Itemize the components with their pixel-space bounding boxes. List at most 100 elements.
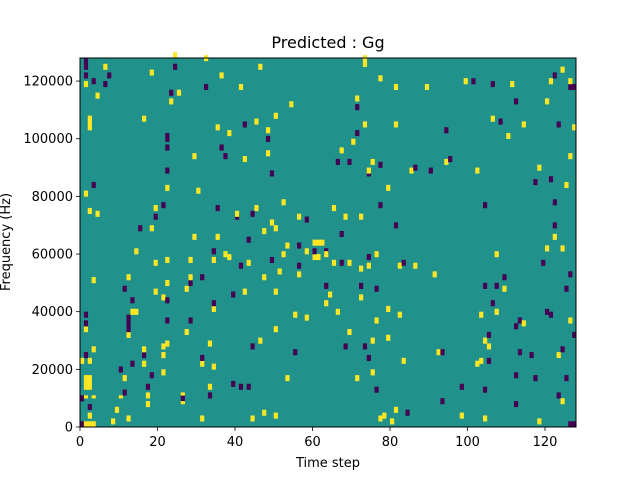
plot-frame [79,57,577,428]
heatmap-cell [370,158,375,163]
heatmap-cell [444,127,449,131]
heatmap-cell [165,256,170,261]
heatmap-cell [142,118,147,122]
heatmap-cell [568,274,573,278]
heatmap-cell [297,245,302,249]
heatmap-cell [293,349,298,353]
heatmap-cell [126,334,131,338]
heatmap-cell [87,421,92,425]
heatmap-cell [316,242,321,246]
heatmap-cell [293,311,298,315]
heatmap-cell [494,285,499,289]
x-tick-label: 80 [382,435,399,450]
heatmap-cell [169,101,174,105]
heatmap-cell [339,230,344,235]
heatmap-cell [490,115,495,119]
heatmap-cell [335,161,340,165]
heatmap-cell [304,248,309,252]
heatmap-cell [324,300,329,304]
heatmap-cell [297,242,302,246]
heatmap-cell [560,346,565,350]
heatmap-cell [514,326,519,330]
heatmap-cell [235,216,240,220]
heatmap-cell [529,352,534,356]
heatmap-cell [196,190,201,194]
heatmap-cell [200,357,205,361]
heatmap-cell [254,205,259,209]
heatmap-cell [428,170,433,174]
heatmap-cell [556,352,561,356]
heatmap-cell [560,401,565,405]
heatmap-cell [122,285,127,289]
x-axis-label: Time step [295,456,360,471]
heatmap-cell [204,58,209,62]
heatmap-cell [359,213,364,217]
heatmap-cell [568,156,573,160]
heatmap-cell [87,403,92,408]
heatmap-cell [366,173,371,177]
heatmap-cell [83,193,89,197]
heatmap-cell [165,320,170,324]
heatmap-cell [242,288,247,292]
heatmap-cell [343,343,348,347]
heatmap-cell [262,409,267,413]
y-tick-label: 120000 [23,75,73,90]
heatmap-cell [176,89,182,93]
heatmap-cell [552,202,557,206]
heatmap-cell [246,259,251,263]
heatmap-cell [200,277,205,281]
heatmap-cell [246,386,251,390]
heatmap-cell [254,207,259,212]
heatmap-cell [192,153,197,157]
heatmap-cell [207,343,213,347]
heatmap-cell [545,98,550,102]
heatmap-cell [266,130,271,134]
heatmap-cell [80,421,85,425]
heatmap-cell [459,383,464,387]
heatmap-cell [281,199,286,203]
heatmap-cell [564,288,569,292]
heatmap-cell [568,86,573,91]
heatmap-cell [87,360,92,364]
heatmap-cell [87,415,92,419]
heatmap-cell [188,279,193,284]
heatmap-cell [192,236,197,240]
heatmap-cell [533,181,538,186]
y-tick-label: 0 [65,421,73,436]
heatmap-cell [448,158,453,163]
heatmap-cell [347,158,352,163]
heatmap-cell [273,291,278,295]
heatmap-cell [161,205,166,209]
heatmap-cell [483,389,488,393]
heatmap-cell [145,395,151,399]
heatmap-cell [556,395,561,399]
heatmap-cell [215,236,220,240]
heatmap-cell [126,277,131,281]
heatmap-cell [370,337,375,341]
heatmap-cell [483,205,488,209]
heatmap-cell [95,210,100,214]
heatmap-cell [370,372,375,376]
heatmap-cell [262,274,267,278]
heatmap-cell [95,213,100,217]
heatmap-cell [359,285,364,289]
heatmap-cell [440,352,445,356]
heatmap-cell [161,202,166,206]
heatmap-cell [568,81,573,85]
heatmap-cell [130,308,135,312]
heatmap-cell [459,386,464,390]
heatmap-cell [91,346,96,350]
heatmap-cell [514,98,519,102]
heatmap-cell [165,343,170,347]
heatmap-cell [393,409,399,413]
heatmap-cell [165,259,170,263]
heatmap-cell [304,216,309,220]
heatmap-cell [378,202,383,206]
heatmap-cell [560,398,565,402]
heatmap-cell [537,421,542,425]
heatmap-cell [281,202,286,206]
heatmap-cell [111,418,116,422]
heatmap-cell [556,121,561,125]
heatmap-cell [149,72,154,76]
heatmap-cell [153,291,158,295]
